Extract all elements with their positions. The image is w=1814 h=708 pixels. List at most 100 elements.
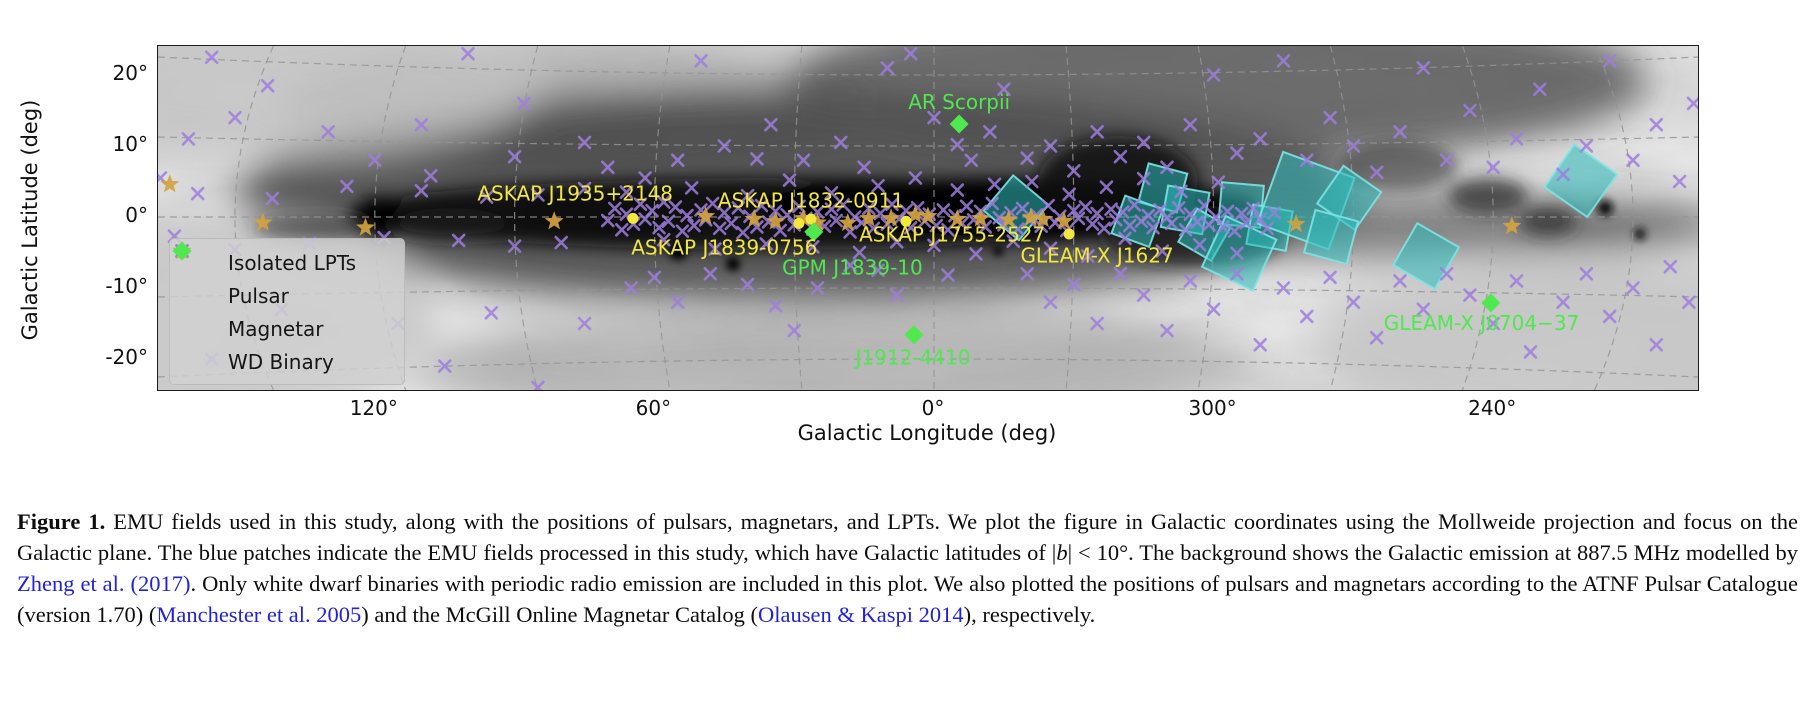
pulsar-marker [1602, 54, 1617, 68]
citation-link[interactable]: Manchester et al. 2005 [156, 602, 362, 627]
annotation-label: GLEAM-X J1627 [1020, 243, 1173, 267]
pulsar-marker [1239, 215, 1254, 230]
pulsar-marker [768, 298, 783, 313]
pulsar-marker [792, 199, 806, 214]
pulsar-marker [479, 190, 494, 204]
pulsar-marker [1220, 204, 1235, 219]
pulsar-marker [836, 198, 850, 212]
wd-binary-marker [949, 114, 969, 134]
pulsar-marker [1136, 135, 1151, 150]
magnetar-marker [999, 209, 1019, 228]
pulsar-marker [607, 201, 622, 216]
pulsar-marker [866, 221, 881, 236]
pulsar-marker [1164, 216, 1179, 231]
legend-label: Pulsar [228, 283, 289, 308]
pulsar-marker [1253, 212, 1267, 226]
pulsar-marker [638, 171, 652, 185]
pulsar-marker [768, 204, 783, 219]
pulsar-marker [1276, 281, 1291, 295]
pulsar-marker [717, 139, 732, 153]
isolated-lpt-marker [1063, 228, 1075, 240]
pulsar-marker [1071, 211, 1086, 226]
citation-link[interactable]: (2017) [130, 571, 191, 596]
caption-text: ) and the McGill Online Magnetar Catalog… [361, 602, 759, 627]
pulsar-marker [1006, 234, 1021, 248]
pulsar-marker [1416, 302, 1431, 317]
pulsar-marker [670, 295, 685, 309]
pulsar-marker [619, 185, 634, 199]
pulsar-marker [1113, 267, 1128, 281]
pulsar-marker [852, 245, 867, 260]
pulsar-marker [1178, 222, 1193, 237]
pulsar-marker [871, 178, 885, 193]
pulsar-marker [260, 78, 275, 93]
pulsar-marker [1190, 215, 1205, 229]
pulsar-marker [656, 232, 671, 247]
grid-meridian [1065, 46, 1075, 390]
pulsar-marker [1174, 184, 1188, 199]
pulsar-marker [871, 263, 885, 278]
legend-label: Magnetar [228, 316, 324, 341]
y-tick-label: -10° [105, 274, 148, 298]
wd-binary-marker [804, 222, 824, 242]
pulsar-marker [451, 233, 466, 248]
pulsar-marker [1323, 270, 1337, 285]
caption-text: . Only white dwarf binaries with periodi… [17, 571, 1798, 627]
citation-link[interactable]: Olausen & Kaspi 2014 [758, 602, 964, 627]
pulsar-marker [1171, 200, 1186, 215]
pulsar-marker [1369, 165, 1384, 180]
magnetar-marker [838, 213, 858, 232]
pulsar-marker [889, 235, 904, 249]
grid-meridian [1594, 46, 1634, 390]
pulsar-marker [1211, 175, 1226, 190]
pulsar-marker [1078, 200, 1093, 214]
magnetar-marker [971, 208, 991, 227]
magnetar-marker [696, 206, 716, 225]
pulsar-marker [614, 222, 629, 237]
pulsar-marker [1067, 203, 1081, 218]
pulsar-marker [1043, 295, 1058, 309]
pulsar-marker [703, 267, 718, 281]
pulsar-marker [461, 46, 475, 61]
pulsar-marker [705, 196, 720, 211]
pulsar-marker [1369, 330, 1384, 345]
pulsar-marker [507, 149, 522, 164]
pulsar-marker [1346, 139, 1361, 153]
annotation-label: ASKAP J1935+2148 [477, 182, 673, 206]
pulsar-marker [1227, 224, 1242, 238]
grid-meridian [1461, 46, 1494, 390]
magnetar-marker [1502, 216, 1522, 235]
legend-label: Isolated LPTs [228, 250, 357, 275]
grid-meridian [514, 46, 539, 390]
pulsar-marker [1246, 201, 1261, 216]
magnetar-marker [918, 206, 938, 225]
pulsar-marker [1579, 267, 1594, 281]
grid-meridian [653, 46, 671, 390]
pulsar-marker [1097, 221, 1111, 236]
pulsar-marker [731, 200, 746, 215]
pulsar-marker [1043, 139, 1058, 153]
pulsar-marker [1649, 338, 1664, 352]
pulsar-marker [1197, 198, 1212, 213]
citation-link[interactable]: Zheng et al. [17, 571, 125, 596]
pulsar-marker [1533, 82, 1547, 96]
magnetar-marker [1286, 214, 1306, 233]
pulsar-marker [645, 203, 659, 218]
pulsar-marker [1230, 246, 1244, 261]
pulsar-marker [1192, 237, 1207, 252]
isolated-lpt-marker [793, 217, 805, 229]
pulsar-marker [829, 213, 843, 228]
pulsar-marker [1267, 205, 1281, 220]
pulsar-marker [1136, 171, 1151, 186]
caption-text: ), respectively. [963, 602, 1096, 627]
pulsar-marker [1602, 309, 1617, 324]
pulsar-marker [1067, 164, 1081, 178]
pulsar-marker [717, 205, 732, 220]
emu-field-patch [1302, 208, 1360, 266]
pulsar-marker [764, 117, 778, 132]
pulsar-marker [1015, 201, 1030, 216]
y-tick-label: -20° [105, 345, 148, 369]
pulsar-marker [936, 203, 951, 217]
x-tick-label: 0° [921, 396, 945, 420]
